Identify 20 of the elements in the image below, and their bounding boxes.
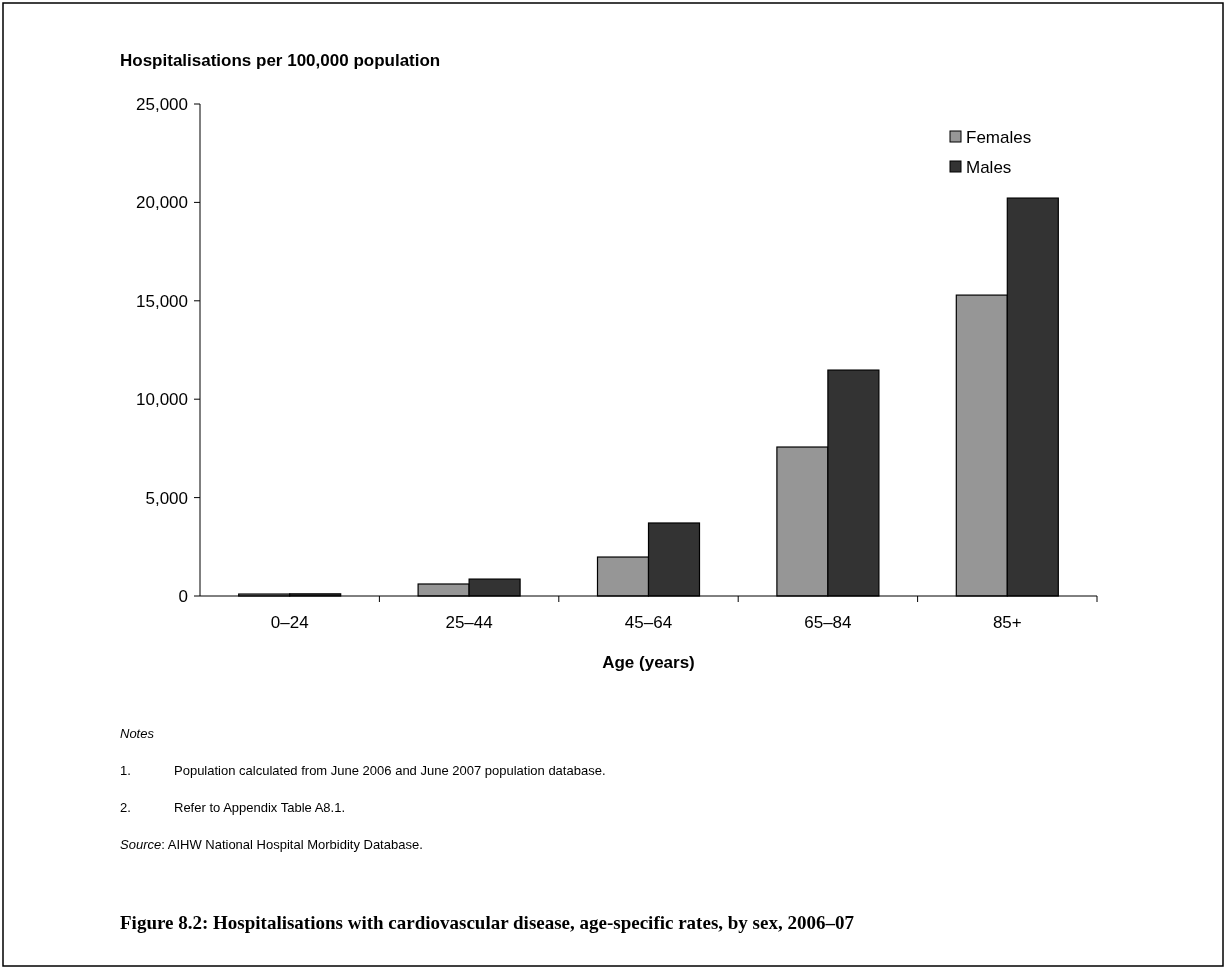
x-tick-label: 25–44 bbox=[445, 613, 493, 632]
legend-label: Males bbox=[966, 157, 1012, 177]
text: 1. Population calculated from June 2006 and June 2007 population database. bbox=[120, 763, 606, 778]
x-tick-label: 65–84 bbox=[804, 613, 852, 632]
y-tick-label: 25,000 bbox=[136, 94, 188, 114]
y-tick-label: 0 bbox=[178, 586, 188, 606]
y-tick-label: 15,000 bbox=[136, 291, 188, 311]
text: Notes bbox=[120, 726, 155, 741]
x-tick-label: 85+ bbox=[992, 613, 1022, 632]
text: 2. Refer to Appendix Table A8.1. bbox=[120, 800, 346, 815]
x-axis-title: Age (years) bbox=[602, 653, 695, 672]
y-axis-title: Hospitalisations per 100,000 population bbox=[120, 51, 441, 70]
source-note: Source: AIHW National Hospital Morbidity Database. bbox=[120, 837, 423, 852]
y-tick-label: 10,000 bbox=[136, 390, 188, 410]
x-tick-label: 45–64 bbox=[624, 613, 673, 632]
y-tick-label: 5,000 bbox=[145, 488, 188, 508]
text: Figure 8.2: Hospitalisations with cardiovascular disease, age-specific rates, by sex, 2006–07 bbox=[120, 912, 855, 933]
legend-label: Females bbox=[966, 127, 1032, 147]
y-tick-label: 20,000 bbox=[136, 193, 188, 213]
x-tick-label: 0–24 bbox=[270, 613, 309, 632]
